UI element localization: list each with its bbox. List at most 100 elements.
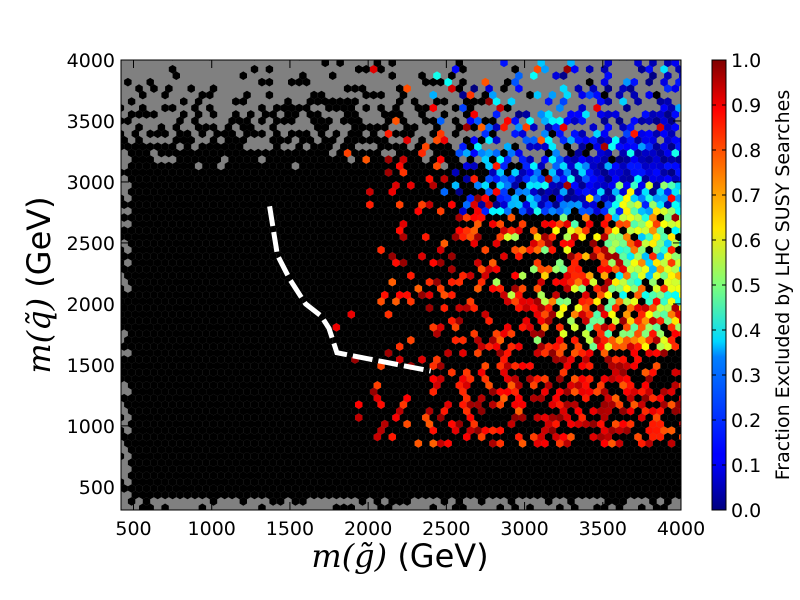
hexbin-cell [533, 464, 542, 474]
hexbin-cell [578, 361, 586, 371]
hexbin-cell [217, 277, 225, 287]
hexbin-cell [310, 400, 318, 409]
hexbin-cell [618, 60, 621, 61]
hexbin-cell [623, 284, 631, 293]
hexbin-cell [641, 110, 650, 119]
hexbin-cell [366, 187, 374, 197]
hexbin-cell [433, 71, 441, 80]
y-tick-label: 1500 [67, 355, 115, 377]
hexbin-cell [127, 445, 136, 455]
hexbin-cell [556, 297, 564, 306]
hexbin-cell [477, 368, 486, 377]
hexbin-cell [511, 116, 519, 126]
hexbin-cell [559, 123, 568, 132]
hexbin-cell [463, 432, 471, 442]
hexbin-cell [276, 187, 285, 197]
hexbin-cell [150, 471, 158, 480]
hexbin-cell [127, 355, 136, 364]
hexbin-cell [429, 142, 437, 151]
hexbin-cell [381, 226, 389, 235]
hexbin-cell [541, 374, 549, 384]
hexbin-cell [213, 142, 221, 151]
hexbin-cell [522, 290, 531, 300]
hexbin-cell [369, 194, 378, 203]
hexbin-cell [250, 374, 259, 384]
hexbin-cell [121, 374, 125, 383]
hexbin-cell [194, 187, 203, 197]
hexbin-cell [206, 426, 214, 435]
hexbin-cell [221, 206, 229, 216]
hexbin-cell [600, 155, 609, 164]
hexbin-cell [422, 194, 430, 203]
hexbin-cell [392, 464, 400, 474]
hexbin-cell [492, 226, 501, 235]
hexbin-cell [675, 477, 681, 487]
hexbin-cell [142, 406, 151, 416]
hexbin-cell [172, 135, 180, 145]
hexbin-cell [280, 400, 288, 409]
hexbin-cell [314, 174, 322, 184]
hexbin-cell [518, 387, 527, 397]
hexbin-cell [634, 458, 642, 467]
hexbin-cell [388, 329, 396, 338]
hexbin-cell [474, 464, 482, 474]
hexbin-cell [500, 484, 508, 493]
hexbin-cell [619, 342, 627, 351]
hexbin-cell [664, 135, 672, 145]
hexbin-cell [604, 264, 612, 274]
hexbin-cell [675, 181, 681, 190]
hexbin-cell [660, 503, 668, 510]
hexbin-cell [332, 400, 341, 409]
hexbin-cell [209, 471, 218, 480]
hexbin-cell [291, 264, 300, 274]
hexbin-cell [597, 226, 605, 235]
hexbin-cell [314, 97, 322, 106]
hexbin-cell [418, 393, 426, 403]
hexbin-cell [351, 329, 359, 338]
hexbin-cell [612, 471, 620, 480]
hexbin-cell [258, 323, 266, 332]
hexbin-cell [325, 103, 333, 113]
hexbin-cell [541, 413, 549, 422]
hexbin-cell [343, 303, 352, 313]
hexbin-cell [556, 503, 564, 510]
hexbin-cell [597, 381, 605, 390]
hexbin-cell [649, 277, 657, 287]
hexbin-cell [429, 258, 437, 268]
hexbin-cell [202, 316, 210, 326]
hexbin-cell [612, 381, 620, 390]
hexbin-cell [340, 297, 348, 306]
hexbin-cell [615, 335, 624, 345]
hexbin-cell [634, 174, 642, 184]
hexbin-cell [489, 413, 497, 422]
hexbin-cell [358, 381, 367, 390]
hexbin-cell [161, 413, 169, 422]
hexbin-cell [522, 329, 531, 338]
hexbin-cell [507, 148, 516, 158]
hexbin-cell [139, 194, 147, 203]
hexbin-cell [161, 387, 169, 397]
hexbin-cell [355, 65, 363, 74]
hexbin-cell [124, 142, 132, 151]
hexbin-cell [369, 206, 378, 216]
hexbin-cell [612, 264, 620, 274]
hexbin-cell [168, 310, 177, 319]
hexbin-cell [191, 323, 199, 332]
hexbin-cell [630, 232, 638, 242]
hexbin-cell [507, 213, 516, 222]
hexbin-cell [451, 194, 460, 203]
hexbin-cell [336, 368, 344, 377]
hexbin-cell [556, 426, 564, 435]
hexbin-cell [466, 271, 475, 280]
hexbin-cell [362, 232, 370, 242]
hexbin-cell [634, 406, 642, 416]
hexbin-cell [615, 232, 624, 242]
hexbin-cell [463, 393, 471, 403]
hexbin-cell [582, 161, 590, 171]
hexbin-cell [548, 310, 557, 319]
hexbin-cell [187, 406, 195, 416]
hexbin-cell [198, 361, 207, 371]
hexbin-cell [276, 342, 285, 351]
hexbin-cell [578, 271, 586, 280]
hexbin-cell [444, 168, 452, 177]
